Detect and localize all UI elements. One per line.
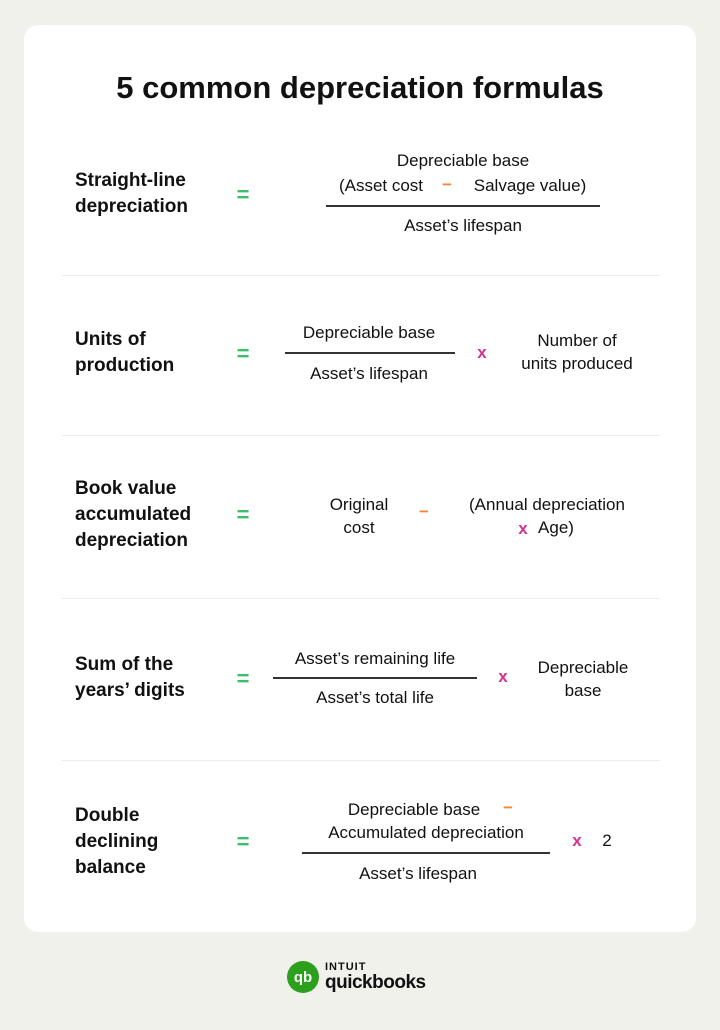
minus-sign: − — [503, 798, 513, 817]
denominator: Asset’s lifespan — [359, 864, 477, 883]
denominator: Asset’s lifespan — [310, 364, 428, 383]
term: Age) — [538, 518, 574, 537]
divider — [62, 275, 660, 276]
term: (Annual depreciation — [469, 495, 625, 514]
times-sign: x — [477, 343, 487, 362]
equals-sign: = — [236, 666, 250, 691]
formula-label: production — [75, 355, 175, 376]
logo-intuit: INTUIT — [325, 961, 367, 973]
formula-label: years’ digits — [75, 680, 185, 701]
formula-label: declining — [75, 831, 159, 852]
infographic-card — [24, 25, 696, 932]
multiplier: base — [564, 681, 602, 700]
fraction-bar — [326, 205, 600, 207]
denominator: Asset’s lifespan — [404, 216, 522, 235]
times-sign: x — [572, 831, 582, 850]
fraction-bar — [273, 677, 477, 679]
formula-label: depreciation — [75, 196, 188, 217]
multiplier: Depreciable — [537, 658, 629, 677]
minus-sign: − — [442, 175, 452, 194]
equals-sign: = — [236, 502, 250, 527]
numerator: Salvage value) — [473, 176, 587, 195]
numerator: Depreciable base — [396, 151, 530, 170]
term: cost — [343, 518, 375, 537]
formula-label: depreciation — [75, 530, 188, 551]
formula-label: balance — [75, 857, 146, 878]
fraction-bar — [285, 352, 455, 354]
minus-sign: − — [419, 502, 429, 521]
intuit-quickbooks-logo: qb INTUIT quickbooks — [287, 961, 426, 993]
formula-label: Sum of the — [75, 654, 174, 675]
times-sign: x — [498, 667, 508, 686]
logo-quickbooks: quickbooks — [325, 972, 426, 993]
denominator: Asset’s total life — [316, 688, 434, 707]
numerator: Depreciable base — [302, 323, 436, 342]
divider — [62, 760, 660, 761]
numerator: Depreciable base — [347, 800, 481, 819]
numerator: (Asset cost — [338, 176, 424, 195]
formula-label: Double — [75, 805, 140, 826]
term: Original — [329, 495, 389, 514]
page-title: 5 common depreciation formulas — [116, 70, 604, 105]
equals-sign: = — [236, 829, 250, 854]
numerator: Asset’s remaining life — [294, 649, 456, 668]
divider — [62, 435, 660, 436]
multiplier: Number of — [537, 331, 617, 350]
equals-sign: = — [236, 182, 250, 207]
multiplier: units produced — [521, 354, 633, 373]
formula-label: accumulated — [75, 504, 192, 525]
formula-label: Straight-line — [75, 170, 186, 191]
equals-sign: = — [236, 341, 250, 366]
formula-label: Units of — [75, 329, 146, 350]
times-sign: x — [518, 519, 528, 538]
fraction-bar — [302, 852, 550, 854]
divider — [62, 598, 660, 599]
formula-label: Book value — [75, 478, 177, 499]
quickbooks-logo-icon: qb — [287, 961, 319, 993]
multiplier: 2 — [602, 831, 612, 850]
numerator: Accumulated depreciation — [328, 823, 524, 842]
